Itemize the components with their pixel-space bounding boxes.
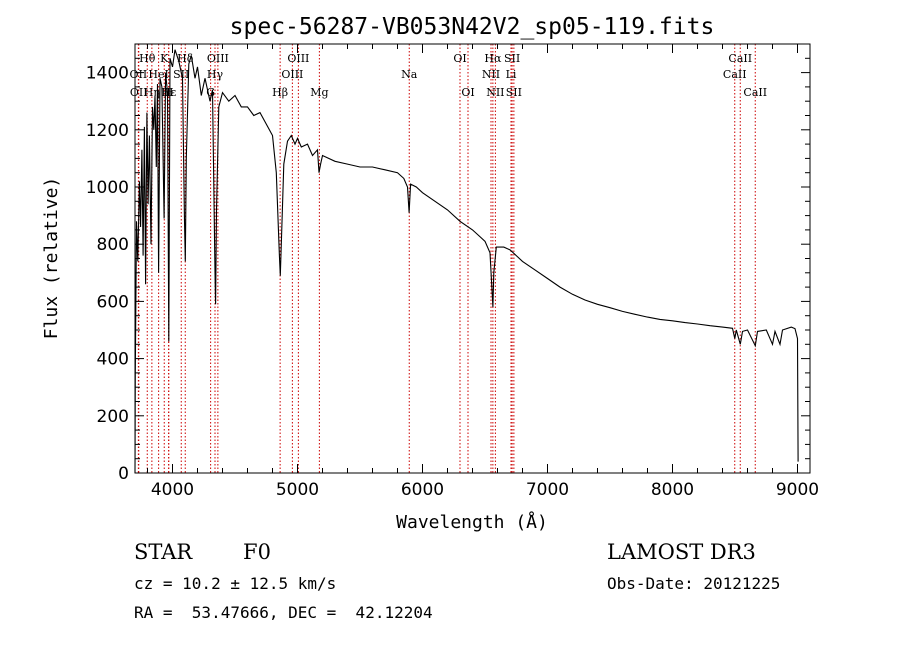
y-tick-label: 800 <box>97 235 129 255</box>
line-label: OI <box>461 86 474 99</box>
y-tick-label: 0 <box>118 464 129 484</box>
line-label: SII <box>504 52 520 65</box>
redshift-velocity: cz = 10.2 ± 12.5 km/s <box>134 574 337 593</box>
object-class: STAR <box>134 540 193 564</box>
observation-date: Obs-Date: 20121225 <box>607 574 781 593</box>
sky-coordinates: RA = 53.47666, DEC = 42.12204 <box>134 603 433 622</box>
line-label: Li <box>506 68 517 81</box>
x-tick-label: 8000 <box>651 480 694 500</box>
emission-line-markers <box>137 44 756 473</box>
x-tick-label: 5000 <box>276 480 319 500</box>
line-label: Hγ <box>207 68 224 81</box>
line-label: NII <box>486 86 504 99</box>
x-axis-label: Wavelength (Å) <box>396 511 548 533</box>
chart-title: spec-56287-VB053N42V2_sp05-119.fits <box>230 14 715 40</box>
y-tick-label: 1000 <box>86 178 129 198</box>
line-label: CaII <box>723 68 747 81</box>
line-label: SII <box>506 86 522 99</box>
line-label: OIII <box>281 68 303 81</box>
line-label: H <box>164 86 174 99</box>
line-label: Hα <box>484 52 502 65</box>
x-tick-label: 9000 <box>776 480 819 500</box>
y-axis-label: Flux (relative) <box>41 177 62 340</box>
x-tick-label: 7000 <box>526 480 569 500</box>
line-label: OIII <box>287 52 309 65</box>
line-label: Hε <box>161 86 177 99</box>
line-label: G <box>206 86 215 99</box>
y-tick-label: 600 <box>97 292 129 312</box>
line-label: Mg <box>310 86 328 99</box>
line-label: Hθ <box>139 52 156 65</box>
spectral-subclass: F0 <box>243 540 271 564</box>
line-label: Hβ <box>272 86 288 99</box>
x-axis: 4000 5000 6000 7000 8000 9000 <box>147 44 819 500</box>
line-label: CaII <box>743 86 767 99</box>
y-tick-label: 200 <box>97 407 129 427</box>
line-label: Na <box>401 68 418 81</box>
line-label: NII <box>482 68 500 81</box>
line-label: HeI <box>148 68 168 81</box>
line-label: CaII <box>728 52 752 65</box>
line-label: OII <box>130 68 148 81</box>
line-label: OI <box>453 52 466 65</box>
y-axis: 0 200 400 600 800 1000 1200 1400 <box>86 57 810 484</box>
y-tick-label: 400 <box>97 350 129 370</box>
x-tick-label: 6000 <box>401 480 444 500</box>
y-tick-label: 1400 <box>86 64 129 84</box>
line-label: Hη <box>144 86 160 99</box>
line-label: OIII <box>207 52 229 65</box>
plot-frame <box>134 43 811 474</box>
x-tick-label: 4000 <box>151 480 194 500</box>
survey-name: LAMOST DR3 <box>607 540 756 564</box>
spectrum-line <box>134 49 799 474</box>
y-tick-label: 1200 <box>86 121 129 141</box>
line-label: K <box>160 52 169 65</box>
line-label: OII <box>130 86 148 99</box>
